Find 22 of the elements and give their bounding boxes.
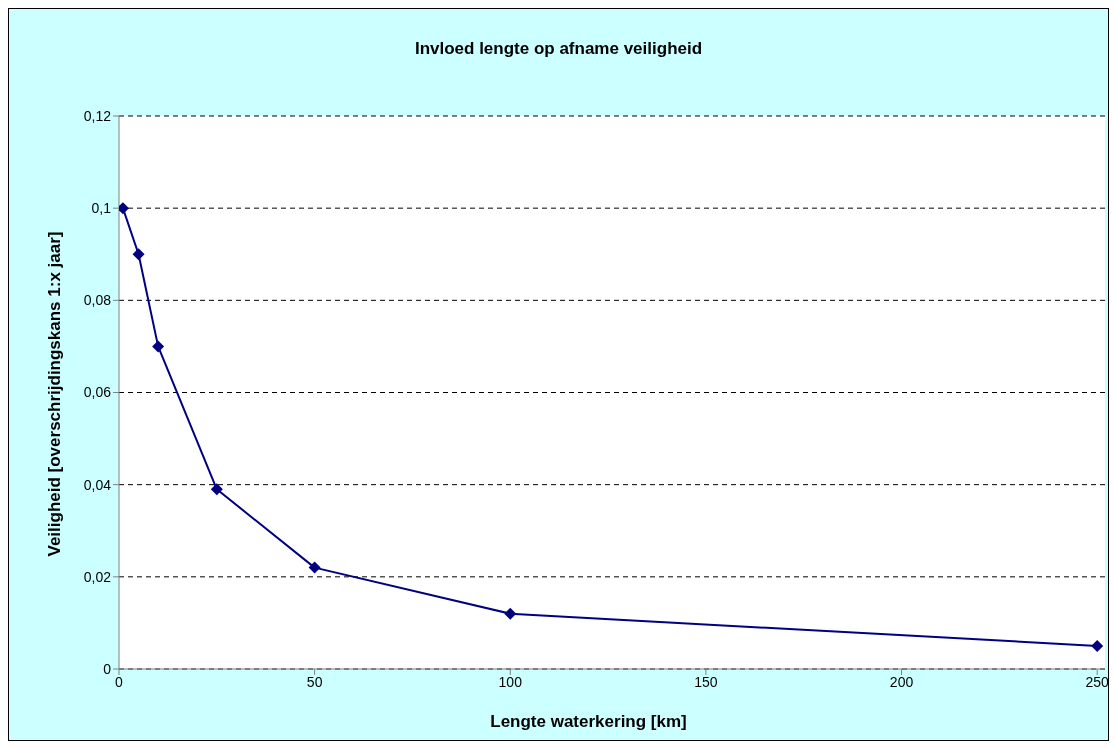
x-axis-title: Lengte waterkering [km] xyxy=(489,712,688,732)
y-tick-label: 0,12 xyxy=(83,107,112,124)
x-tick-label: 50 xyxy=(306,673,323,690)
point xyxy=(504,607,517,620)
x-tick-label: 200 xyxy=(889,673,914,690)
y-axis-title: Veiligheid [overschrijdingskans 1:x jaar] xyxy=(45,231,65,557)
y-tick-label: 0,1 xyxy=(91,200,112,217)
chart-title: Invloed lengte op afname veiligheid xyxy=(413,39,704,59)
point xyxy=(152,340,165,353)
point xyxy=(132,248,145,261)
x-tick-label: 0 xyxy=(115,673,124,690)
y-tick-label: 0,08 xyxy=(83,292,112,309)
y-tick-label: 0,02 xyxy=(83,568,112,585)
point xyxy=(210,483,223,496)
x-tick-label: 250 xyxy=(1085,673,1110,690)
y-tick-label: 0 xyxy=(103,660,112,677)
y-tick-label: 0,06 xyxy=(83,384,112,401)
x-tick-label: 150 xyxy=(694,673,718,690)
x-tick-label: 100 xyxy=(498,673,523,690)
point xyxy=(1091,639,1104,652)
y-tick-label: 0,04 xyxy=(83,476,112,493)
point xyxy=(308,561,321,574)
